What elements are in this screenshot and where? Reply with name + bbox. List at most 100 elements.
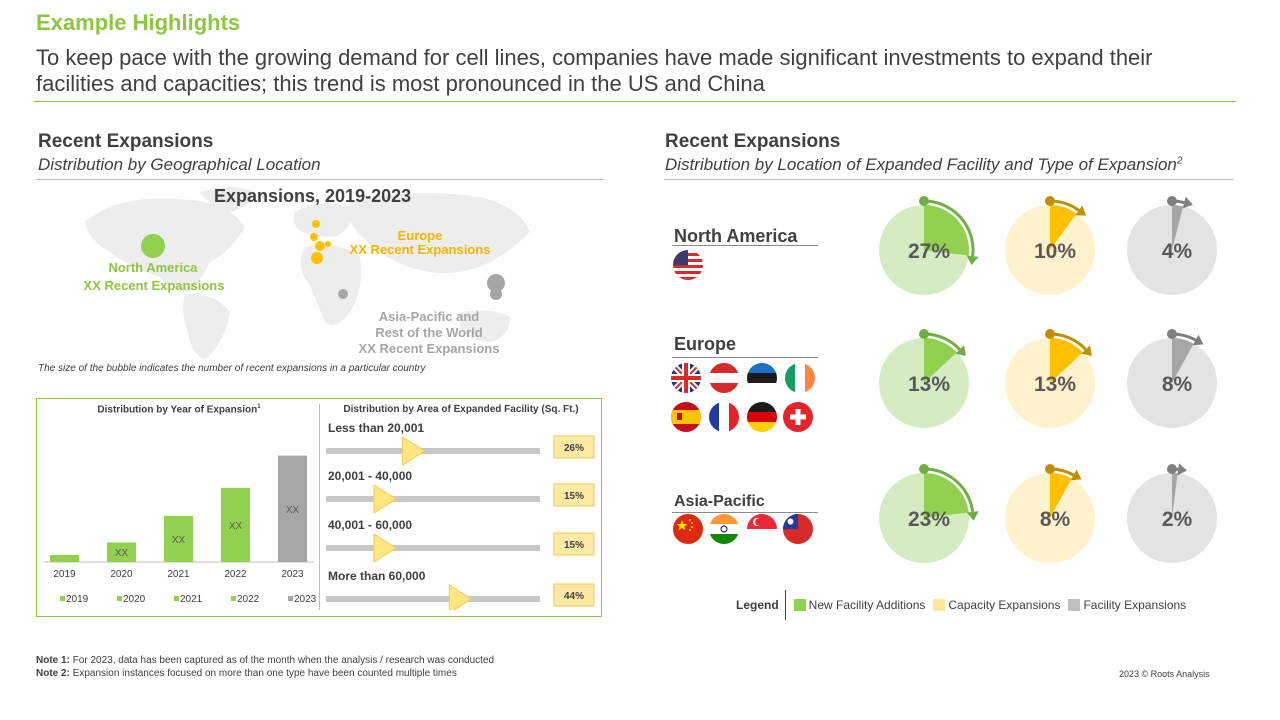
- pie-arc-start: [919, 464, 929, 474]
- map-count-asia-pacific: XX Recent Expansions: [358, 341, 500, 356]
- panel-divider: [319, 404, 320, 610]
- year-bar-chart: 2019 XX 2020 XX 2021 XX 2022 XX 2023 2019 2020 2021…: [44, 455, 317, 605]
- bubble-asia-pacific: [338, 289, 348, 299]
- pie-slice: [1050, 473, 1072, 518]
- pie-arrow-head: [966, 255, 979, 266]
- pie-arc-start: [919, 329, 929, 339]
- map-label-rest-of-world: Rest of the World: [375, 325, 483, 340]
- legend-label: New Facility Additions: [808, 598, 926, 612]
- left-section-subtitle: Distribution by Geographical Location: [38, 155, 321, 174]
- ireland-flag-icon: [785, 363, 815, 393]
- area-track: [326, 448, 540, 454]
- year-legend-swatch: [174, 596, 179, 601]
- area-value-box: [553, 435, 595, 459]
- legend-item: Facility Expansions: [1068, 598, 1186, 612]
- region-underline: [672, 245, 818, 246]
- area-value-label: 44%: [564, 591, 584, 602]
- pie-arrow-head: [1177, 463, 1188, 476]
- area-value-box: [553, 532, 595, 556]
- year-legend-label: 2019: [66, 594, 89, 605]
- pie-slice: [1050, 205, 1077, 250]
- legend-title: Legend: [736, 598, 779, 612]
- footnote-2-text: Expansion instances focused on more than…: [72, 668, 457, 679]
- area-value-marker: [448, 584, 473, 610]
- pie-arc-start: [1045, 329, 1055, 339]
- region-label-europe: Europe: [674, 334, 737, 354]
- year-legend-swatch: [60, 596, 65, 601]
- pie-slice: [1050, 338, 1083, 383]
- year-bar: [221, 487, 250, 562]
- pie-arc-start: [1167, 329, 1177, 339]
- year-legend-label: 2020: [123, 594, 146, 605]
- legend-item: Capacity Expansions: [933, 598, 1060, 612]
- pie-arrow-head: [1075, 205, 1087, 216]
- map-title: Expansions, 2019-2023: [214, 186, 412, 206]
- pie-arrow-head: [966, 511, 979, 521]
- pie-arc-start: [1045, 464, 1055, 474]
- switzerland-flag-icon: [783, 402, 813, 432]
- right-section-divider: [664, 179, 1234, 180]
- india-flag-icon: [709, 514, 739, 544]
- area-value-label: 15%: [564, 540, 584, 551]
- distribution-panel: [36, 398, 602, 617]
- map-label-asia-pacific: Asia-Pacific and: [378, 309, 480, 324]
- pie-slice: [924, 205, 969, 256]
- bubble-europe: [311, 252, 323, 264]
- year-bar: [164, 515, 193, 562]
- country-flags: [671, 250, 815, 544]
- left-section-divider: [36, 179, 604, 180]
- year-bar: [50, 555, 79, 562]
- pie-arrow-head: [1182, 196, 1193, 209]
- area-value-box: [553, 583, 595, 607]
- map-label-north-america: North America: [108, 260, 198, 275]
- page-headline: To keep pace with the growing demand for…: [36, 45, 1153, 96]
- footnote-2: Note 2: Expansion instances focused on m…: [36, 668, 457, 679]
- year-tick-label: 2021: [167, 569, 190, 580]
- area-chart-title: Distribution by Area of Expanded Facilit…: [343, 404, 579, 415]
- right-section-title: Recent Expansions: [665, 131, 841, 152]
- pie-slice: [924, 473, 969, 518]
- spain-flag-icon: [671, 402, 701, 432]
- bubble-europe: [325, 241, 331, 247]
- region-underline: [672, 512, 818, 513]
- pie-value-label: 13%: [908, 373, 950, 396]
- footnote-1-text: For 2023, data has been captured as of t…: [72, 655, 495, 666]
- area-value-marker: [402, 436, 426, 466]
- taiwan-flag-icon: [783, 514, 813, 544]
- region-label-north-america: North America: [674, 226, 798, 246]
- year-chart-title: Distribution by Year of Expansion1: [40, 404, 318, 415]
- year-legend-label: 2021: [180, 594, 203, 605]
- year-tick-label: 2020: [110, 569, 133, 580]
- legend-swatch: [1068, 599, 1081, 611]
- pie-slice: [1172, 338, 1194, 383]
- bubble-asia-pacific: [487, 274, 505, 292]
- pie-slice: [1172, 205, 1184, 250]
- pie-value-label: 2%: [1162, 508, 1193, 531]
- pie-arc-start: [1167, 196, 1177, 206]
- year-bar-label: XX: [115, 548, 129, 559]
- pie-value-label: 13%: [1034, 373, 1076, 396]
- pie-legend: Legend New Facility Additions Capacity E…: [736, 590, 1194, 620]
- year-legend-label: 2023: [294, 594, 317, 605]
- pie-arrow-head: [955, 345, 966, 357]
- year-tick-label: 2019: [53, 569, 76, 580]
- area-value-box: [553, 483, 595, 507]
- estonia-flag-icon: [747, 363, 777, 393]
- pie-slice: [1172, 473, 1178, 518]
- pie-value-label: 10%: [1034, 240, 1076, 263]
- year-bar-label: XX: [172, 535, 186, 546]
- year-legend-swatch: [288, 596, 293, 601]
- right-section-subtitle: Distribution by Location of Expanded Fac…: [665, 155, 1182, 175]
- year-bar-label: XX: [229, 521, 243, 532]
- pie-arrow-head: [1192, 334, 1204, 346]
- bubble-europe: [315, 241, 325, 251]
- singapore-flag-icon: [747, 514, 777, 544]
- pie-value-label: 27%: [908, 240, 950, 263]
- pie-value-label: 23%: [908, 508, 950, 531]
- legend-swatch: [793, 599, 806, 611]
- page-kicker: Example Highlights: [36, 10, 241, 35]
- area-category-label: 20,001 - 40,000: [328, 469, 412, 483]
- austria-flag-icon: [709, 363, 739, 393]
- germany-flag-icon: [747, 402, 777, 432]
- bubble-europe: [310, 233, 318, 241]
